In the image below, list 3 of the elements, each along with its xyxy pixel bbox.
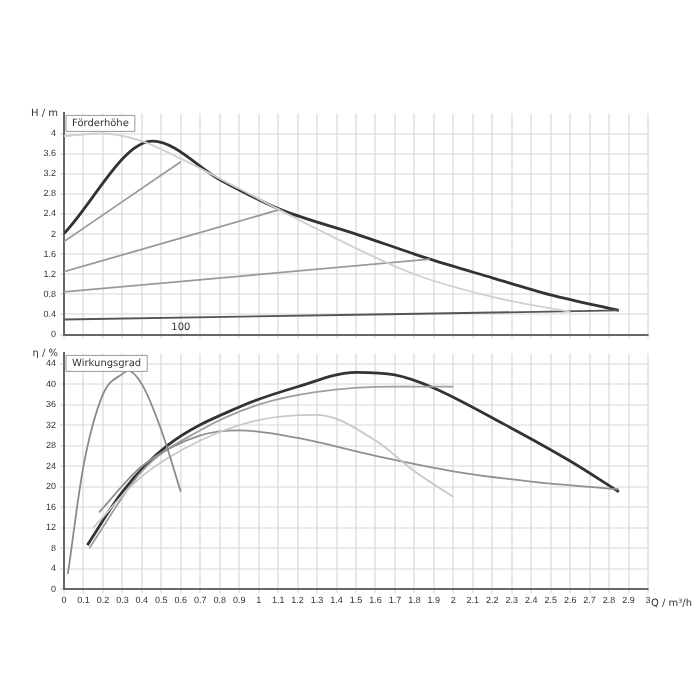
line-series xyxy=(92,414,455,529)
line-series xyxy=(88,385,455,550)
line-series xyxy=(85,370,621,547)
